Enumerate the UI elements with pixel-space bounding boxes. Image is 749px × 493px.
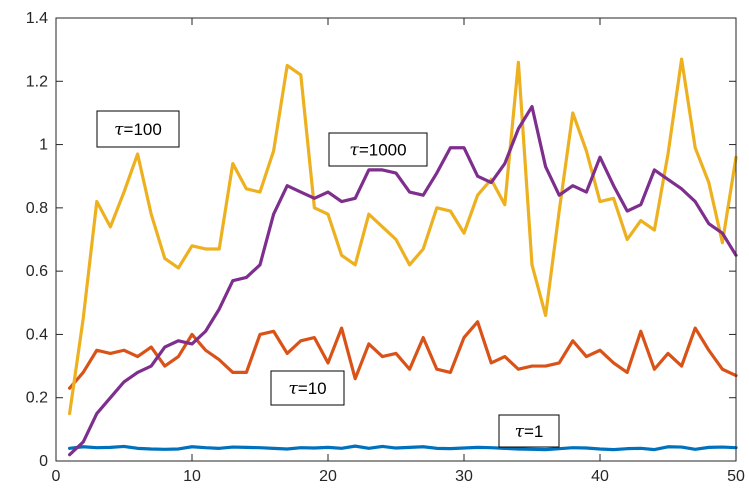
x-tick-label: 40	[591, 468, 609, 485]
annotation-label: τ=10	[288, 379, 326, 399]
annotation-3: τ=1	[498, 414, 560, 448]
annotation-label: τ=1	[515, 422, 544, 442]
y-tick-label: 0.4	[26, 326, 48, 343]
y-tick-label: 1	[39, 137, 48, 154]
annotation-value: =10	[298, 379, 327, 398]
axes-box	[55, 17, 737, 462]
series-line-2	[67, 57, 738, 416]
annotation-box	[328, 132, 428, 167]
tau-symbol: τ	[288, 379, 298, 399]
x-tick-label: 0	[52, 468, 61, 485]
annotation-label: τ=100	[114, 120, 162, 140]
annotation-value: =100	[124, 120, 162, 139]
annotation-label: τ=1000	[349, 141, 406, 161]
x-tick-label: 50	[727, 468, 745, 485]
annotation-1: τ=1000	[328, 132, 428, 167]
annotation-0: τ=100	[96, 110, 180, 148]
annotation-2: τ=10	[270, 370, 345, 406]
y-tick-label: 1.2	[26, 73, 48, 90]
annotation-box	[498, 414, 560, 448]
tau-symbol: τ	[515, 422, 525, 442]
y-tick-label: 0	[39, 453, 48, 470]
y-tick-label: 0.8	[26, 200, 48, 217]
series-line-3	[67, 104, 738, 457]
series-line-0	[67, 444, 738, 452]
y-tick-label: 0.2	[26, 390, 48, 407]
x-tick-label: 10	[183, 468, 201, 485]
annotation-box	[96, 110, 180, 148]
x-tick-label: 30	[455, 468, 473, 485]
axes-layer: 0 10 20 30 40 50 0 0.2 0.4 0.6 0.8 1 1.2 1.4	[26, 10, 745, 485]
x-tick-label: 20	[319, 468, 337, 485]
annotation-value: =1	[524, 422, 543, 441]
y-tick-label: 1.4	[26, 10, 48, 27]
annotation-value: =1000	[359, 141, 407, 160]
tau-symbol: τ	[349, 141, 359, 161]
annotation-box	[270, 370, 345, 406]
y-tick-label: 0.6	[26, 263, 48, 280]
series-line-1	[67, 320, 738, 390]
series-layer	[67, 57, 738, 457]
tau-symbol: τ	[114, 120, 124, 140]
